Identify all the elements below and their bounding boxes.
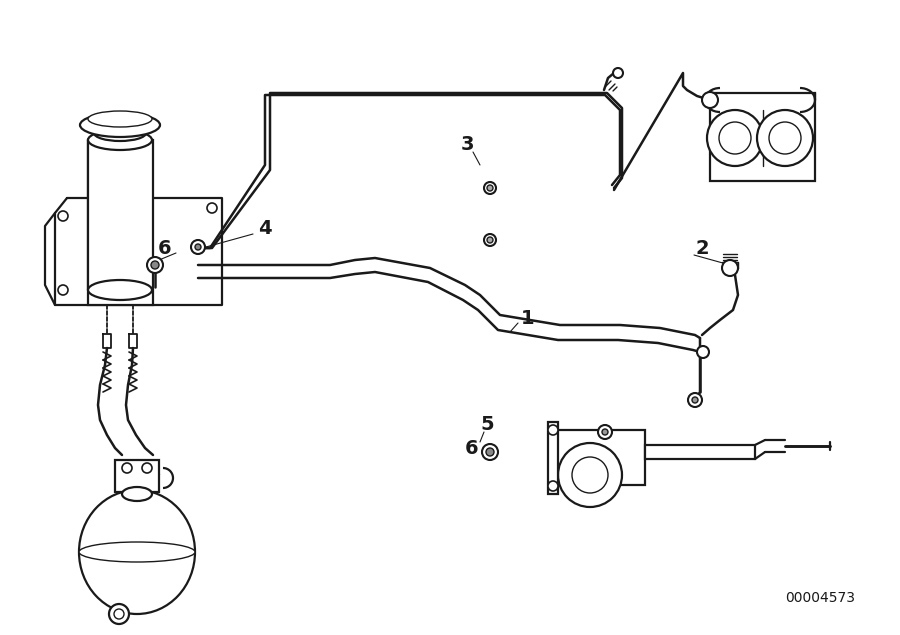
Circle shape [722, 260, 738, 276]
Ellipse shape [79, 490, 195, 614]
Circle shape [484, 234, 496, 246]
Circle shape [122, 463, 132, 473]
Bar [548, 422, 558, 494]
Circle shape [58, 211, 68, 221]
Circle shape [484, 182, 496, 194]
Text: 3: 3 [460, 135, 473, 154]
Ellipse shape [80, 113, 160, 137]
Circle shape [719, 122, 751, 154]
Circle shape [548, 481, 558, 491]
Bar [115, 460, 159, 492]
Text: 6: 6 [158, 239, 172, 258]
Circle shape [572, 457, 608, 493]
Circle shape [114, 609, 124, 619]
Text: 4: 4 [258, 218, 272, 237]
Circle shape [142, 463, 152, 473]
Ellipse shape [79, 542, 195, 562]
Circle shape [602, 429, 608, 435]
Circle shape [598, 425, 612, 439]
Circle shape [558, 443, 622, 507]
Circle shape [191, 240, 205, 254]
Text: 00004573: 00004573 [785, 591, 855, 605]
Circle shape [482, 444, 498, 460]
Text: 1: 1 [521, 309, 535, 328]
Circle shape [109, 604, 129, 624]
Circle shape [487, 237, 493, 243]
Ellipse shape [88, 280, 152, 300]
Circle shape [487, 185, 493, 191]
Circle shape [207, 203, 217, 213]
Bar [88, 140, 153, 305]
Circle shape [195, 244, 201, 250]
Circle shape [613, 68, 623, 78]
Bar [645, 445, 755, 459]
Ellipse shape [88, 111, 152, 127]
Ellipse shape [122, 487, 152, 501]
Circle shape [548, 425, 558, 435]
Text: 2: 2 [695, 239, 709, 258]
Circle shape [688, 393, 702, 407]
Circle shape [702, 92, 718, 108]
Bar [555, 430, 645, 485]
Circle shape [757, 110, 813, 166]
Circle shape [769, 122, 801, 154]
Circle shape [707, 110, 763, 166]
Circle shape [147, 257, 163, 273]
Circle shape [58, 285, 68, 295]
Ellipse shape [94, 125, 146, 141]
Bar [710, 93, 815, 181]
Circle shape [486, 448, 494, 456]
Circle shape [151, 261, 159, 269]
Text: 5: 5 [481, 415, 494, 434]
Ellipse shape [88, 130, 152, 150]
Circle shape [697, 346, 709, 358]
Text: 6: 6 [465, 439, 479, 457]
Circle shape [692, 397, 698, 403]
